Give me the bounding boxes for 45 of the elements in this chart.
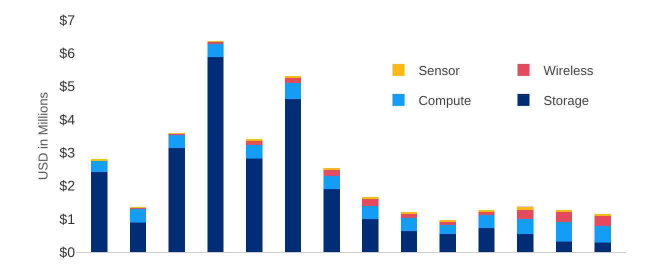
bar <box>91 160 108 172</box>
bar <box>594 226 611 242</box>
legend-label: Sensor <box>418 62 460 78</box>
bar <box>478 215 495 228</box>
y-tick-label: $2 <box>59 178 76 194</box>
bar <box>362 206 378 219</box>
bar <box>440 225 456 234</box>
bar <box>284 98 302 252</box>
bar <box>440 234 456 252</box>
legend-label: Wireless <box>544 62 594 78</box>
y-tick-label: $0 <box>59 244 76 260</box>
bar <box>362 198 378 206</box>
y-tick-label: $6 <box>59 45 76 62</box>
legend-label: Storage <box>544 92 590 108</box>
bar <box>324 189 340 252</box>
bar <box>130 222 146 252</box>
bar <box>556 241 572 252</box>
bar <box>400 230 418 252</box>
legend-label: Compute <box>418 92 472 108</box>
y-tick-label: $3 <box>59 144 76 160</box>
bar <box>478 228 495 252</box>
bar <box>246 158 262 252</box>
bar <box>207 43 224 57</box>
bar <box>284 82 302 99</box>
bar <box>400 218 418 231</box>
y-tick-label: $5 <box>59 78 76 94</box>
bar <box>246 144 262 159</box>
y-tick-label: $7 <box>59 12 76 28</box>
bar <box>594 215 611 226</box>
y-tick-label: $1 <box>59 210 76 227</box>
bar <box>91 172 108 252</box>
bar <box>362 218 378 252</box>
y-tick-label: $4 <box>59 111 76 128</box>
bar <box>168 134 185 148</box>
bar <box>517 210 534 219</box>
bar <box>594 242 611 252</box>
bar <box>130 208 146 222</box>
bar <box>517 218 534 234</box>
bar <box>517 234 534 252</box>
bar <box>556 211 572 222</box>
bar <box>556 222 572 242</box>
bar <box>168 148 185 252</box>
y-axis-title: USD in Millions <box>35 91 50 180</box>
bar <box>324 175 340 190</box>
bar <box>207 56 224 252</box>
